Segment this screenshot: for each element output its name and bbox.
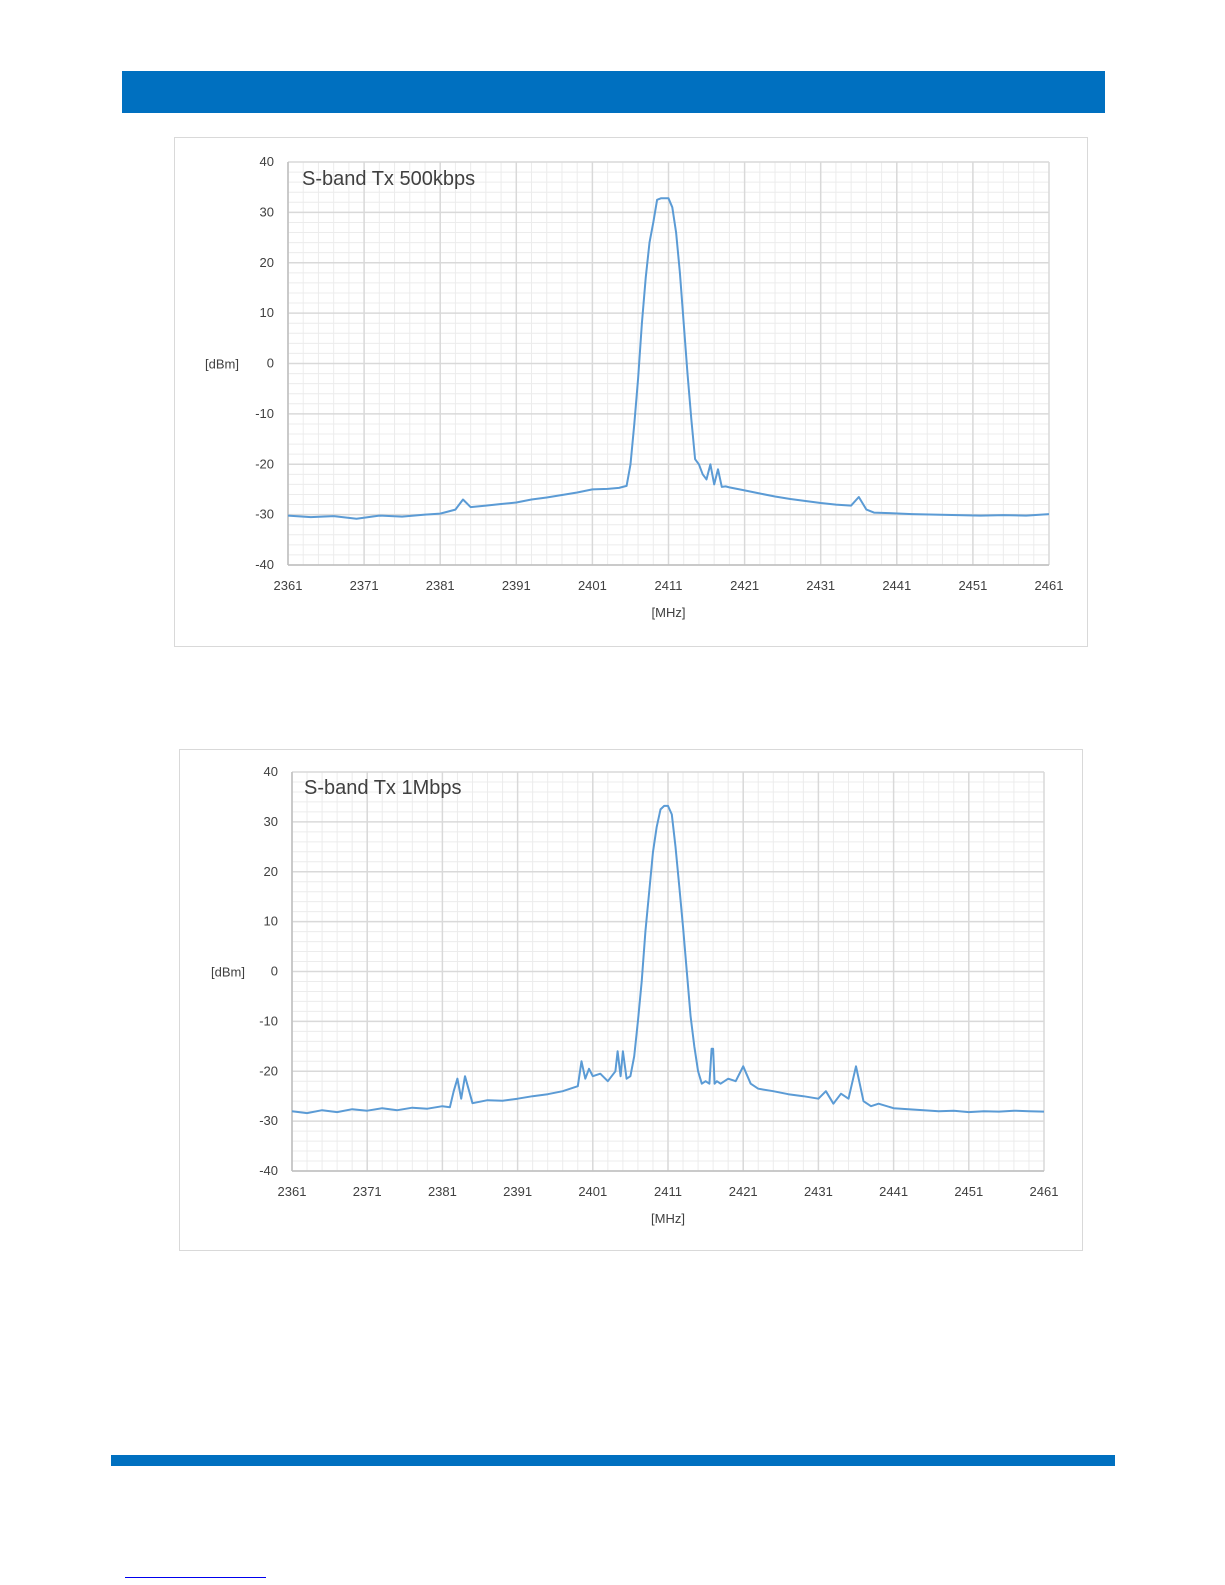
y-tick-label: -40: [255, 557, 274, 572]
y-axis-label: [dBm]: [205, 357, 239, 372]
footer-band: [111, 1455, 1115, 1466]
x-tick-label: 2401: [578, 1184, 607, 1199]
y-tick-label: -30: [259, 1113, 278, 1128]
x-axis-label: [MHz]: [652, 605, 686, 620]
y-tick-label: 20: [264, 864, 278, 879]
y-tick-label: -10: [259, 1013, 278, 1028]
x-tick-label: 2411: [654, 1184, 682, 1199]
x-tick-label: 2391: [502, 578, 531, 593]
series-line: [291, 804, 1045, 1115]
x-tick-label: 2381: [428, 1184, 457, 1199]
x-tick-label: 2441: [882, 578, 911, 593]
x-tick-label: 2431: [806, 578, 835, 593]
series-line: [287, 197, 1050, 520]
y-tick-label: 40: [260, 154, 274, 169]
x-tick-label: 2431: [804, 1184, 833, 1199]
x-tick-label: 2371: [350, 578, 379, 593]
x-axis-label: [MHz]: [651, 1211, 685, 1226]
y-tick-label: 10: [264, 914, 278, 929]
x-tick-label: 2451: [954, 1184, 983, 1199]
y-tick-label: 30: [260, 204, 274, 219]
y-tick-label: -30: [255, 507, 274, 522]
spectrum-chart-1mbps: [179, 749, 1083, 1251]
x-tick-label: 2401: [578, 578, 607, 593]
chart-title: S-band Tx 1Mbps: [304, 777, 462, 799]
y-axis-label: [dBm]: [211, 965, 245, 980]
x-tick-label: 2421: [730, 578, 759, 593]
y-tick-label: -10: [255, 406, 274, 421]
header-band: [122, 71, 1105, 113]
y-tick-label: 0: [267, 356, 274, 371]
y-tick-label: 30: [264, 814, 278, 829]
x-tick-label: 2391: [503, 1184, 532, 1199]
y-tick-label: -40: [259, 1163, 278, 1178]
footer-link-underline[interactable]: [125, 1577, 266, 1578]
y-tick-label: -20: [255, 456, 274, 471]
x-tick-label: 2441: [879, 1184, 908, 1199]
y-tick-label: 10: [260, 305, 274, 320]
y-tick-label: -20: [259, 1063, 278, 1078]
x-tick-label: 2461: [1030, 1184, 1059, 1199]
y-tick-label: 40: [264, 764, 278, 779]
x-tick-label: 2461: [1035, 578, 1064, 593]
x-tick-label: 2361: [278, 1184, 307, 1199]
x-tick-label: 2361: [274, 578, 303, 593]
chart-title: S-band Tx 500kbps: [302, 168, 475, 190]
x-tick-label: 2421: [729, 1184, 758, 1199]
x-tick-label: 2381: [426, 578, 455, 593]
y-tick-label: 0: [271, 964, 278, 979]
x-tick-label: 2411: [655, 578, 683, 593]
x-tick-label: 2451: [958, 578, 987, 593]
y-tick-label: 20: [260, 255, 274, 270]
x-tick-label: 2371: [353, 1184, 382, 1199]
